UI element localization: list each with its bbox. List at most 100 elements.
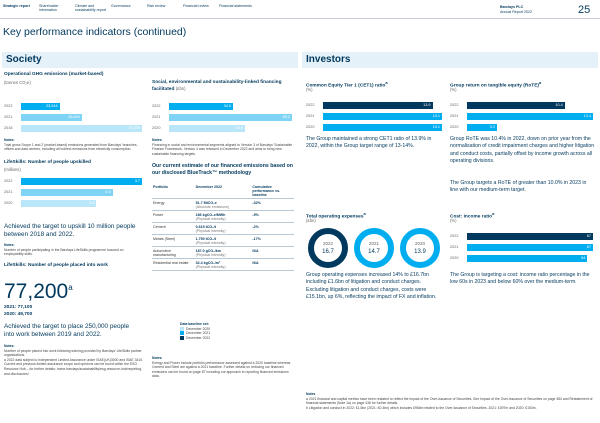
value-label: 3.2 — [489, 125, 496, 129]
donut-charts: 2022 16.7 2021 14.7 2020 13.9 — [308, 228, 440, 268]
year-label: 2020 — [306, 125, 315, 129]
metric-cell: 51.7 MtCO₂e (Absolute emissions) — [194, 198, 252, 211]
title-text: Total operating expenses — [306, 214, 364, 220]
statement: Achieved the target to place 250,000 peo… — [4, 323, 130, 339]
kpi-title: Social, environmental and sustainability… — [152, 80, 294, 93]
bar-row: 2020 3.2 — [450, 123, 595, 131]
kpi-title: Group return on tangible equity (RoTE)a — [450, 80, 595, 90]
footnote-ref: a — [385, 80, 388, 85]
kpi-title: LifeSkills: Number of people placed into… — [4, 263, 108, 268]
notes-text: Number of people placed into work follow… — [4, 348, 142, 358]
year-label: 2021 — [450, 245, 459, 249]
metric-type: (Physical intensity) — [195, 228, 226, 233]
table-row: Energy 51.7 MtCO₂e (Absolute emissions) -32… — [152, 198, 294, 211]
notes-heading: Notes — [306, 392, 316, 396]
bar — [467, 232, 593, 240]
bar — [21, 102, 60, 110]
metric-value: 187.0 gCO₂/km — [195, 248, 221, 253]
kpi-title: Cost: income ratioa — [450, 211, 595, 221]
notes-heading: Notes: — [4, 138, 15, 142]
metric-value: 1.750 tCO₂/t — [195, 236, 216, 241]
change: N/A — [251, 258, 294, 271]
portfolio: Metals (Steel) — [152, 234, 195, 247]
bar-chart: 2022 3.7 2021 2.8 2020 2.3 — [4, 177, 144, 211]
page-title: Key performance indicators (continued) — [3, 26, 187, 38]
notes: Notes: Financing in social and environmen… — [152, 138, 294, 156]
commentary: Group operating expenses increased 14% t… — [306, 272, 437, 300]
bar-row: 2021 13.4 — [450, 112, 595, 120]
legend-swatch — [180, 335, 184, 340]
page-header — [0, 0, 600, 19]
commentary: The Group maintained a strong CET1 ratio… — [306, 136, 432, 150]
notes-text: Total gross Scope 1 and 2 (market-based)… — [4, 142, 138, 152]
table-row: Power 186 kgCO₂e/MWh (Physical intensity) -… — [152, 210, 294, 223]
portfolio: Residential real estate — [152, 258, 195, 271]
value-label: 13.4 — [583, 114, 591, 118]
value-label: 13.9 — [414, 249, 426, 255]
nav: Strategic report Shareholder information C… — [3, 4, 253, 13]
bar-row: 2021 66.2 — [152, 113, 294, 121]
year-label: 2020 — [4, 201, 13, 205]
table-row: Automotive manufacturing 187.0 gCO₂/km (Ph… — [152, 246, 294, 259]
bar-row: 2022 67 — [450, 232, 595, 240]
value-label: 23,344 — [45, 104, 58, 108]
notes-heading: Notes: — [4, 243, 15, 247]
title-text: Cost: income ratio — [450, 214, 493, 220]
note: b Litigation and conduct in 2022: £1.6bn… — [306, 405, 537, 410]
value-label: 36,840 — [68, 115, 80, 119]
page-number: 25 — [578, 4, 591, 16]
footnote: a 2022 data subject to independent Limit… — [4, 357, 144, 376]
notes-heading: Notes: — [152, 138, 163, 142]
bar — [21, 199, 97, 207]
notes-text: Financing in social and environmental se… — [152, 142, 293, 156]
kpi-unit: (tonnes CO₂e) — [4, 80, 31, 85]
bar — [467, 243, 593, 251]
table-row: Residential real estate 32.4 kgCO₂/m² (Phy… — [152, 258, 294, 271]
table-row: Metals (Steel) 1.750 tCO₂/t (Physical inte… — [152, 234, 294, 247]
baseline-legend: Data baseline set: December 2020 Decembe… — [180, 322, 290, 340]
kpi-unit: (%) — [450, 218, 457, 223]
notes-heading: Notes: — [152, 356, 163, 360]
legend-label: December 2021 — [186, 331, 211, 336]
bar — [467, 101, 565, 109]
bar — [467, 123, 498, 131]
metric-value: 32.4 kgCO₂/m² — [195, 260, 221, 265]
commentary: Group RoTE was 10.4% in 2022, down on pr… — [450, 136, 595, 164]
footnote-ref: a — [492, 211, 495, 216]
bar-chart: 2022 13.9 2021 15.1 2020 15.1 — [306, 101, 444, 135]
nav-item: Shareholder information — [39, 4, 59, 13]
bar — [169, 113, 292, 121]
bar-row: 2022 23,344 — [4, 102, 144, 110]
legend-heading: Data baseline set: — [180, 322, 209, 326]
nav-item: Strategic report — [3, 4, 30, 8]
bar — [323, 112, 442, 120]
donut-ring — [400, 228, 440, 268]
bar-row: 2022 10.4 — [450, 101, 595, 109]
legend-swatch — [180, 326, 184, 331]
year-label: 2022 — [450, 234, 459, 238]
value-label: 67 — [586, 245, 591, 249]
prior-year: 2020: 49,700 — [4, 312, 33, 317]
column-header: Portfolio — [152, 183, 195, 199]
bar — [21, 177, 142, 185]
value-label: 66.2 — [282, 115, 290, 119]
change: -17% — [251, 234, 294, 247]
year-label: 2021 — [306, 114, 315, 118]
bar — [21, 124, 142, 132]
value-label: 15.1 — [432, 114, 440, 118]
kpi-unit: (%) — [450, 87, 457, 92]
bar-row: 2021 15.1 — [306, 112, 444, 120]
column-header: December 2022 — [194, 183, 252, 199]
nav-item: Financial statements — [219, 4, 252, 8]
year-label: 2021 — [4, 190, 13, 194]
value-label: 14.7 — [368, 249, 380, 255]
bar-row: 2022 34.5 — [152, 102, 294, 110]
footnote-ref: a — [363, 211, 366, 216]
bar — [323, 101, 433, 109]
commentary: The Group targets a RoTE of greater than… — [450, 180, 587, 194]
bar-row: 2020 2.3 — [4, 199, 144, 207]
metric-cell: 32.4 kgCO₂/m² (Physical intensity) — [194, 258, 252, 271]
nav-item: Climate and sustainability report — [75, 4, 106, 13]
bar-row: 2022 13.9 — [306, 101, 444, 109]
emissions-table: Portfolio December 2022 Cumulative perform… — [152, 183, 294, 271]
